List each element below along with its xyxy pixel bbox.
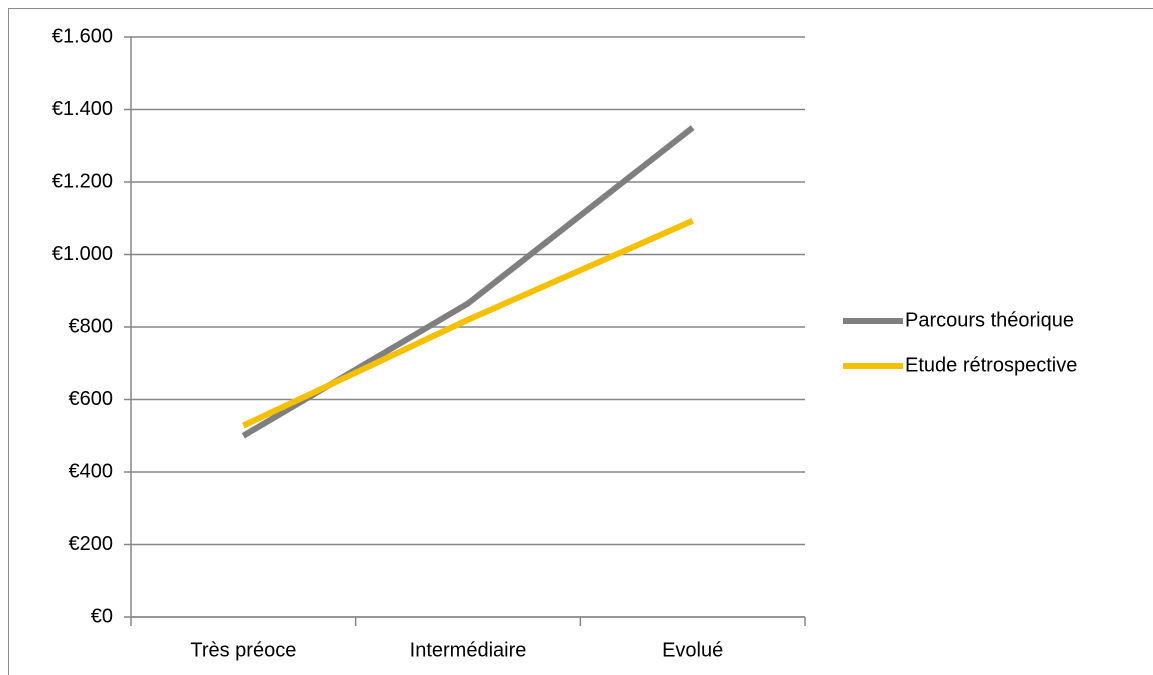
legend-label: Etude rétrospective [905,354,1077,376]
x-tick-label: Intermédiaire [410,639,527,661]
y-tick-label: €400 [69,460,114,482]
y-tick-label: €200 [69,533,114,555]
y-tick-label: €1.200 [52,170,113,192]
y-tick-label: €600 [69,388,114,410]
y-tick-label: €1.600 [52,25,113,47]
x-tick-label: Très préoce [190,639,296,661]
legend-label: Parcours théorique [905,309,1074,331]
y-tick-label: €0 [91,605,113,627]
y-tick-label: €800 [69,315,114,337]
chart-frame [8,8,1153,675]
line-series [242,218,694,429]
x-tick-label: Evolué [662,639,723,661]
y-tick-label: €1.000 [52,243,113,265]
y-tick-label: €1.400 [52,98,113,120]
